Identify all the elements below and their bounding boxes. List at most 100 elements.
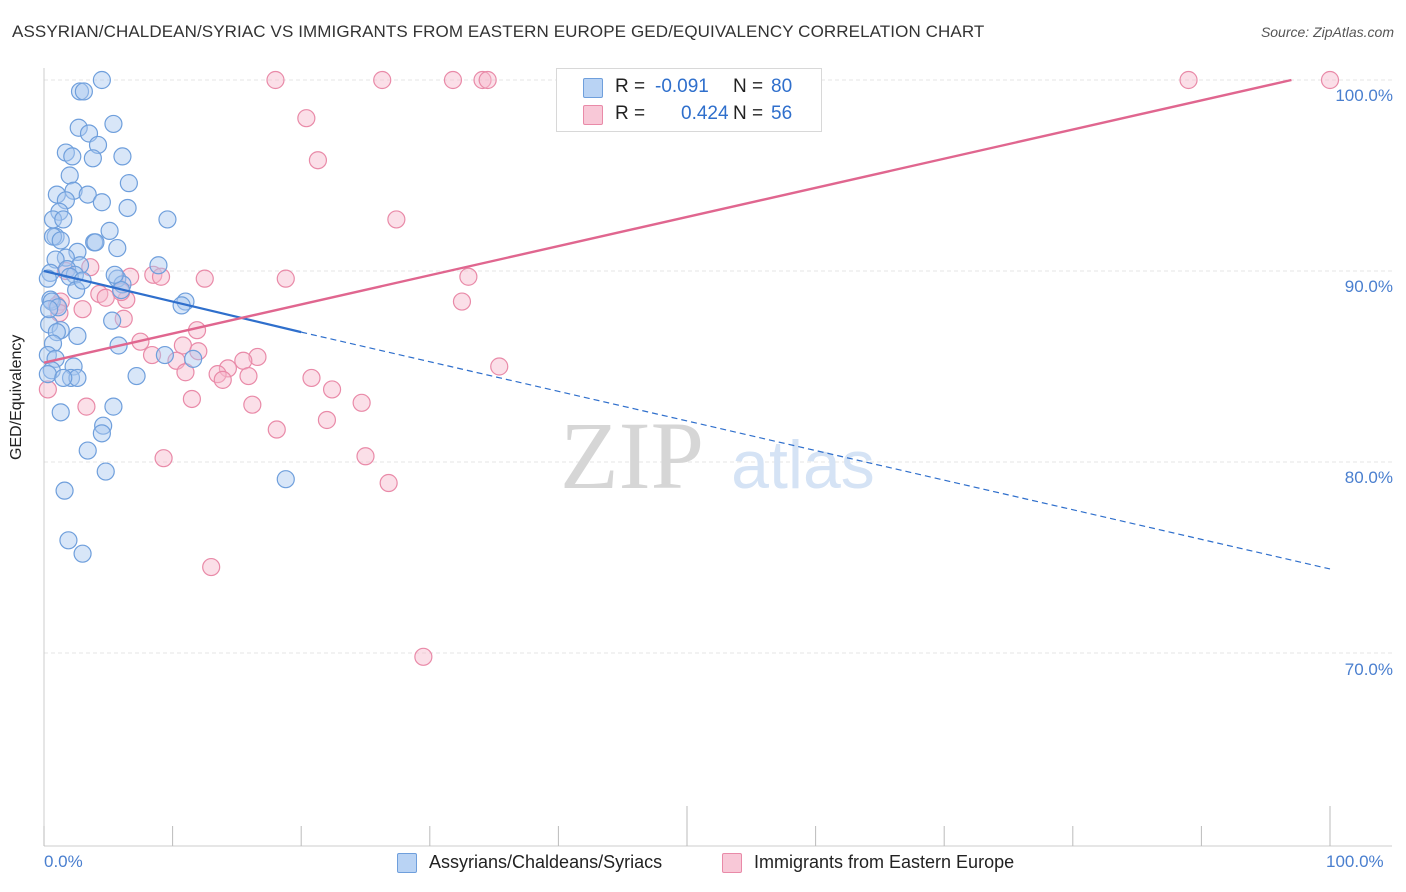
scatter-point-assyrians xyxy=(68,242,87,261)
legend-r-value: 0.424 xyxy=(681,103,729,124)
x-tick-label: 0.0% xyxy=(44,852,83,871)
scatter-point-immigrants xyxy=(154,449,173,468)
legend-swatch-pink xyxy=(583,105,603,125)
scatter-point-immigrants xyxy=(490,357,509,376)
y-tick-label: 80.0% xyxy=(1344,468,1393,487)
scatter-point-assyrians xyxy=(100,221,119,240)
scatter-point-assyrians xyxy=(38,365,57,384)
scatter-point-assyrians xyxy=(104,114,123,134)
y-tick-label: 90.0% xyxy=(1344,277,1393,296)
scatter-point-assyrians xyxy=(69,118,88,137)
legend-n-label: N = xyxy=(733,103,764,124)
scatter-point-immigrants xyxy=(308,151,328,170)
scatter-point-immigrants xyxy=(356,447,375,466)
scatter-point-assyrians xyxy=(59,531,78,550)
scatter-point-assyrians xyxy=(54,368,73,388)
legend-label: Assyrians/Chaldeans/Syriacs xyxy=(429,852,663,872)
scatter-point-assyrians xyxy=(67,281,86,300)
scatter-point-assyrians xyxy=(63,147,82,166)
scatter-point-immigrants xyxy=(443,70,463,90)
series-assyrians-chaldeans-syriacs xyxy=(38,70,295,563)
y-tick-label: 70.0% xyxy=(1344,660,1393,679)
scatter-point-assyrians xyxy=(104,397,123,416)
y-axis-label: GED/Equivalency xyxy=(8,334,25,460)
scatter-point-immigrants xyxy=(213,370,232,389)
trend-line-assyrians-extension xyxy=(301,331,1331,570)
scatter-point-assyrians xyxy=(108,238,127,258)
scatter-point-assyrians xyxy=(83,149,102,168)
watermark-atlas: atlas xyxy=(731,427,875,503)
legend-r-value: -0.091 xyxy=(655,76,709,97)
scatter-point-immigrants xyxy=(452,292,472,311)
scatter-point-assyrians xyxy=(64,357,83,376)
scatter-point-assyrians xyxy=(158,210,177,229)
scatter-point-assyrians xyxy=(78,185,97,204)
scatter-point-immigrants xyxy=(297,109,316,128)
scatter-point-assyrians xyxy=(88,135,108,155)
scatter-point-immigrants xyxy=(151,267,171,286)
scatter-point-assyrians xyxy=(127,366,146,386)
scatter-point-immigrants xyxy=(195,269,214,288)
scatter-point-immigrants xyxy=(473,70,492,90)
scatter-point-assyrians xyxy=(119,174,138,193)
watermark-zip: ZIP xyxy=(560,402,704,509)
scatter-point-immigrants xyxy=(276,269,295,288)
scatter-point-immigrants xyxy=(77,397,96,416)
scatter-point-immigrants xyxy=(73,300,92,319)
scatter-point-assyrians xyxy=(40,315,59,334)
scatter-point-immigrants xyxy=(182,389,201,409)
scatter-point-immigrants xyxy=(317,410,337,430)
legend-n-value: 56 xyxy=(771,103,793,124)
scatter-point-assyrians xyxy=(184,349,203,368)
source-credit: Source: ZipAtlas.com xyxy=(1260,24,1394,40)
stats-legend: R = -0.091 N = 80 R = 0.424 N = 56 xyxy=(556,68,822,132)
scatter-point-assyrians xyxy=(92,424,111,443)
scatter-point-immigrants xyxy=(414,647,433,666)
scatter-point-assyrians xyxy=(68,326,87,346)
scatter-point-immigrants xyxy=(239,366,258,386)
scatter-point-assyrians xyxy=(56,191,75,210)
scatter-point-assyrians xyxy=(51,231,70,250)
scatter-point-assyrians xyxy=(54,210,73,229)
scatter-point-assyrians xyxy=(51,403,70,422)
scatter-point-immigrants xyxy=(38,380,57,399)
scatter-point-assyrians xyxy=(103,311,122,330)
scatter-point-immigrants xyxy=(142,345,162,365)
chart-title: ASSYRIAN/CHALDEAN/SYRIAC VS IMMIGRANTS F… xyxy=(12,22,985,41)
scatter-point-immigrants xyxy=(176,363,195,382)
scatter-point-immigrants xyxy=(387,210,406,229)
scatter-point-assyrians xyxy=(40,300,59,319)
legend-n-label: N = xyxy=(733,76,764,97)
legend-swatch-blue xyxy=(397,853,417,873)
scatter-point-immigrants xyxy=(322,380,342,399)
legend-label: Immigrants from Eastern Europe xyxy=(754,852,1015,872)
scatter-point-assyrians xyxy=(49,298,68,317)
scatter-point-immigrants xyxy=(373,70,392,90)
scatter-point-immigrants xyxy=(202,557,221,577)
scatter-point-assyrians xyxy=(113,147,132,166)
scatter-point-immigrants xyxy=(1320,70,1340,90)
scatter-point-immigrants xyxy=(478,70,497,90)
scatter-point-immigrants xyxy=(208,365,227,384)
legend-swatch-pink xyxy=(722,853,742,873)
scatter-point-assyrians xyxy=(61,368,81,388)
scatter-point-immigrants xyxy=(1179,70,1198,90)
series-immigrants-eastern-europe xyxy=(38,70,1340,666)
scatter-point-assyrians xyxy=(73,544,92,563)
scatter-point-immigrants xyxy=(379,473,398,493)
scatter-point-assyrians xyxy=(70,82,90,101)
scatter-point-immigrants xyxy=(243,395,262,414)
scatter-point-assyrians xyxy=(155,345,174,365)
x-tick-label: 100.0% xyxy=(1326,852,1384,871)
scatter-point-assyrians xyxy=(60,166,79,185)
scatter-point-immigrants xyxy=(114,309,133,328)
scatter-point-assyrians xyxy=(149,256,168,275)
scatter-point-assyrians xyxy=(47,323,66,342)
scatter-point-immigrants xyxy=(352,393,371,412)
scatter-point-immigrants xyxy=(234,351,253,370)
scatter-point-assyrians xyxy=(92,70,111,90)
scatter-point-immigrants xyxy=(96,288,115,307)
legend-n-value: 80 xyxy=(771,76,793,97)
scatter-point-assyrians xyxy=(276,470,295,489)
